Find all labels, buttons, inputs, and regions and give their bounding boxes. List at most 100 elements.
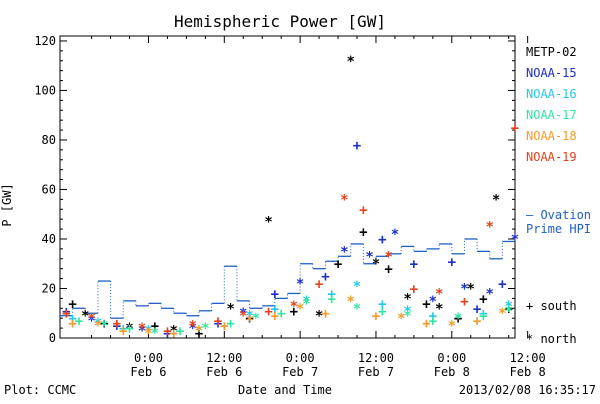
data-point-noaa-17: + bbox=[176, 324, 184, 340]
data-point-noaa-16: * bbox=[454, 311, 462, 327]
data-point-noaa-15: * bbox=[460, 281, 468, 297]
data-point-noaa-17: * bbox=[504, 304, 512, 320]
x-tick-date-label: Feb 7 bbox=[282, 365, 318, 379]
y-axis-label: P [GW] bbox=[0, 183, 14, 226]
data-point-noaa-15: + bbox=[271, 286, 279, 302]
y-tick-label: 60 bbox=[42, 182, 56, 196]
data-point-noaa-17: * bbox=[353, 301, 361, 317]
data-point-noaa-19: + bbox=[511, 121, 519, 137]
data-point-noaa-19: * bbox=[340, 192, 348, 208]
data-point-metp-02: * bbox=[81, 309, 89, 325]
data-point-noaa-15: * bbox=[429, 294, 437, 310]
data-point-noaa-18: + bbox=[372, 309, 380, 325]
data-point-noaa-15: + bbox=[448, 254, 456, 270]
data-point-noaa-17: + bbox=[75, 314, 83, 330]
data-point-noaa-15: * bbox=[340, 244, 348, 260]
legend-entry-metp-02: METP-02 bbox=[526, 45, 577, 59]
legend-entry-noaa-17: NOAA-17 bbox=[526, 108, 577, 122]
y-tick-label: 80 bbox=[42, 133, 56, 147]
data-point-noaa-17: * bbox=[454, 311, 462, 327]
data-point-metp-02: + bbox=[100, 316, 108, 332]
data-point-noaa-19: + bbox=[264, 304, 272, 320]
data-point-metp-02: + bbox=[195, 326, 203, 342]
data-point-metp-02: + bbox=[334, 257, 342, 273]
data-point-metp-02: * bbox=[226, 301, 234, 317]
data-point-noaa-15: * bbox=[138, 324, 146, 340]
legend-south: + south bbox=[526, 299, 577, 313]
data-point-noaa-19: * bbox=[290, 299, 298, 315]
data-point-noaa-17: + bbox=[328, 291, 336, 307]
x-tick-time-label: 12:00 bbox=[358, 351, 394, 365]
data-point-metp-02: + bbox=[151, 319, 159, 335]
x-tick-date-label: Feb 6 bbox=[130, 365, 166, 379]
footer-timestamp: 2013/02/08 16:35:17 bbox=[459, 383, 596, 397]
data-point-noaa-18: * bbox=[94, 319, 102, 335]
data-point-noaa-17: * bbox=[151, 326, 159, 342]
data-point-noaa-17: + bbox=[277, 306, 285, 322]
data-point-noaa-19: + bbox=[113, 316, 121, 332]
x-tick-date-label: Feb 8 bbox=[434, 365, 470, 379]
data-point-noaa-17: * bbox=[252, 311, 260, 327]
x-axis-label: Date and Time bbox=[238, 383, 332, 397]
data-point-noaa-16: + bbox=[170, 326, 178, 342]
x-tick-time-label: 12:00 bbox=[206, 351, 242, 365]
data-point-noaa-15: * bbox=[87, 314, 95, 330]
data-point-metp-02: * bbox=[170, 324, 178, 340]
data-point-metp-02: * bbox=[264, 215, 272, 231]
data-point-noaa-18: * bbox=[346, 294, 354, 310]
data-point-metp-02: + bbox=[68, 296, 76, 312]
x-tick-date-label: Feb 6 bbox=[206, 365, 242, 379]
data-point-noaa-15: + bbox=[473, 301, 481, 317]
data-point-metp-02: + bbox=[504, 301, 512, 317]
data-point-noaa-15: + bbox=[378, 232, 386, 248]
x-tick-date-label: Feb 8 bbox=[510, 365, 546, 379]
data-point-noaa-19: * bbox=[138, 321, 146, 337]
legend-ovation-line1: – Ovation bbox=[526, 208, 591, 222]
data-point-noaa-16: * bbox=[302, 294, 310, 310]
satellite-points: +* + * + * +*+*+ *+*+* +* + *+*+*++* + * + * +*+* +*+*+… bbox=[62, 54, 519, 342]
legend-entry-noaa-18: NOAA-18 bbox=[526, 129, 577, 143]
data-point-noaa-18: + bbox=[321, 306, 329, 322]
x-tick-time-label: 12:00 bbox=[510, 351, 546, 365]
data-point-metp-02: * bbox=[125, 321, 133, 337]
data-point-noaa-15: * bbox=[239, 306, 247, 322]
data-point-noaa-18: * bbox=[195, 324, 203, 340]
data-point-noaa-16: * bbox=[245, 309, 253, 325]
y-tick-label: 40 bbox=[42, 232, 56, 246]
data-point-noaa-19: + bbox=[62, 306, 70, 322]
legend-entry-noaa-19: NOAA-19 bbox=[526, 150, 577, 164]
data-point-noaa-16: * bbox=[504, 299, 512, 315]
data-point-noaa-18: + bbox=[119, 324, 127, 340]
data-point-noaa-19: + bbox=[214, 314, 222, 330]
data-point-metp-02: + bbox=[479, 291, 487, 307]
data-point-noaa-19: * bbox=[87, 311, 95, 327]
data-point-noaa-15: + bbox=[62, 304, 70, 320]
legend: METP-02 NOAA-15 NOAA-16 NOAA-17 NOAA-18 NOAA-… bbox=[526, 45, 591, 346]
data-point-metp-02: + bbox=[454, 311, 462, 327]
data-point-noaa-18: * bbox=[448, 319, 456, 335]
data-point-noaa-15: * bbox=[188, 321, 196, 337]
data-point-noaa-17: * bbox=[100, 319, 108, 335]
data-point-metp-02: * bbox=[435, 301, 443, 317]
data-point-noaa-18: + bbox=[422, 316, 430, 332]
data-point-metp-02: * bbox=[492, 192, 500, 208]
data-point-metp-02: * bbox=[403, 291, 411, 307]
y-tick-label: 100 bbox=[34, 83, 56, 97]
data-point-metp-02: + bbox=[422, 296, 430, 312]
data-point-noaa-19: * bbox=[239, 309, 247, 325]
x-tick-date-label: Feb 7 bbox=[358, 365, 394, 379]
y-tick-label: 20 bbox=[42, 281, 56, 295]
data-point-noaa-19: + bbox=[410, 281, 418, 297]
data-point-noaa-17: * bbox=[403, 309, 411, 325]
data-point-noaa-18: + bbox=[68, 316, 76, 332]
data-point-noaa-16: * bbox=[94, 316, 102, 332]
data-point-noaa-18: * bbox=[144, 326, 152, 342]
data-point-noaa-16: + bbox=[378, 296, 386, 312]
data-point-noaa-16: * bbox=[403, 304, 411, 320]
plot-frame bbox=[59, 35, 516, 339]
data-point-noaa-15: + bbox=[113, 319, 121, 335]
data-point-noaa-15: * bbox=[365, 249, 373, 265]
data-point-noaa-15: * bbox=[486, 286, 494, 302]
data-point-noaa-16: + bbox=[271, 301, 279, 317]
